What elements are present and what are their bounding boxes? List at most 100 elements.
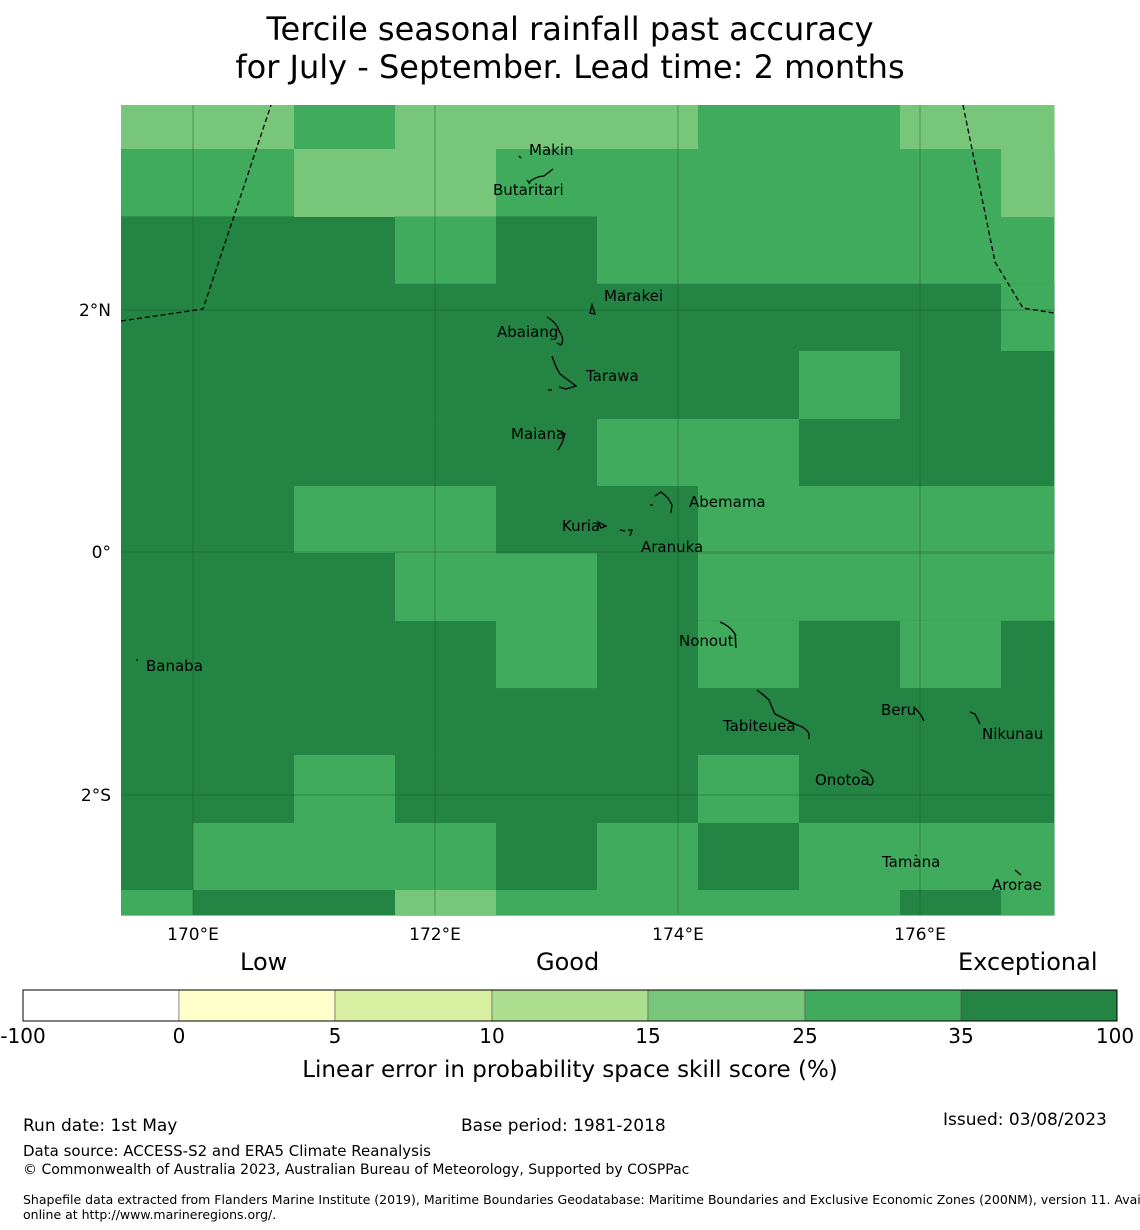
grid-cell bbox=[597, 419, 799, 486]
island-shape-beru bbox=[914, 707, 925, 722]
grid-cell bbox=[193, 688, 295, 757]
grid-cell bbox=[698, 621, 799, 688]
colorbar-tick-label: 100 bbox=[1096, 1024, 1134, 1048]
grid-cell bbox=[496, 418, 598, 487]
grid-cell bbox=[294, 149, 395, 217]
grid-cell bbox=[496, 620, 598, 689]
grid-cell bbox=[799, 755, 901, 824]
grid-cell bbox=[121, 216, 194, 285]
grid-cell bbox=[900, 149, 1002, 217]
grid-cell bbox=[698, 755, 799, 823]
grid-cell bbox=[121, 351, 194, 420]
grid-cell bbox=[193, 216, 295, 285]
grid-cell bbox=[193, 418, 295, 487]
map-title: Tercile seasonal rainfall past accuracy … bbox=[0, 10, 1140, 86]
grid-cell bbox=[395, 890, 496, 915]
grid-cell bbox=[597, 823, 698, 890]
shapefile-credit: Shapefile data extracted from Flanders M… bbox=[23, 1192, 1140, 1222]
colorbar-segment bbox=[960, 989, 1118, 1022]
colorbar-tick-labels: -100 0 5 10 15 25 35 100 bbox=[0, 1024, 1134, 1048]
island-label-onotoa: Onotoa bbox=[815, 771, 870, 789]
grid-cell bbox=[799, 823, 1054, 890]
grid-cell bbox=[395, 105, 597, 149]
grid-cell bbox=[294, 283, 396, 352]
grid-cell bbox=[496, 755, 598, 824]
grid-cell bbox=[1001, 105, 1054, 217]
island-shape-butaritari bbox=[526, 168, 554, 185]
grid-cell bbox=[496, 688, 598, 757]
grid-cell bbox=[597, 216, 699, 285]
colorbar bbox=[22, 989, 1118, 1022]
grid-cell bbox=[1001, 216, 1055, 285]
title-line-1: Tercile seasonal rainfall past accuracy bbox=[266, 10, 874, 48]
x-tick-170e: 170°E bbox=[167, 925, 219, 945]
grid-cell bbox=[193, 553, 295, 622]
grid-cell bbox=[395, 283, 497, 352]
island-shape-makin bbox=[518, 155, 522, 159]
grid-cell bbox=[294, 553, 396, 622]
y-tick-2n: 2°N bbox=[79, 301, 111, 321]
grid-cell bbox=[496, 553, 598, 622]
island-label-marakei: Marakei bbox=[604, 287, 663, 305]
grid-cell bbox=[698, 105, 800, 150]
colorbar-segment bbox=[22, 989, 180, 1022]
island-label-makin: Makin bbox=[529, 141, 574, 159]
grid-cell bbox=[395, 823, 496, 890]
grid-cell bbox=[1001, 755, 1055, 824]
skill-grid bbox=[121, 105, 1055, 916]
grid-cell bbox=[799, 553, 901, 622]
grid-cell bbox=[698, 351, 800, 420]
colorbar-frame bbox=[22, 989, 1118, 1022]
title-line-2: for July - September. Lead time: 2 month… bbox=[235, 48, 905, 86]
grid-cell bbox=[1001, 284, 1054, 351]
grid-cell bbox=[799, 351, 900, 419]
grid-cell bbox=[294, 351, 396, 420]
island-label-aranuka: Aranuka bbox=[641, 538, 703, 556]
grid-cell bbox=[1001, 418, 1055, 487]
island-label-tabiteuea: Tabiteuea bbox=[722, 717, 796, 735]
island-label-butaritari: Butaritari bbox=[493, 181, 564, 199]
island-shape-kuria bbox=[596, 520, 608, 529]
grid-cell bbox=[395, 755, 497, 824]
shapefile-credit-line-2: online at http://www.marineregions.org/. bbox=[23, 1207, 277, 1222]
island-shape-onotoa bbox=[860, 769, 874, 786]
grid-cell bbox=[395, 620, 497, 689]
grid-cell bbox=[193, 351, 295, 420]
grid-cell bbox=[395, 149, 497, 217]
island-label-arorae: Arorae bbox=[992, 876, 1042, 894]
copyright: © Commonwealth of Australia 2023, Austra… bbox=[23, 1162, 690, 1178]
grid-cell bbox=[900, 688, 1002, 757]
legend-label-good: Good bbox=[536, 948, 600, 976]
island-label-abaiang: Abaiang bbox=[497, 323, 558, 341]
grid-cell bbox=[496, 283, 598, 352]
grid-cell bbox=[1001, 351, 1055, 420]
grid-cell bbox=[294, 486, 496, 553]
grid-cell bbox=[900, 351, 1002, 420]
island-shape-marakei bbox=[589, 302, 596, 315]
colorbar-tick-label: 0 bbox=[173, 1024, 186, 1048]
grid-cell bbox=[1001, 620, 1055, 689]
grid-cell bbox=[698, 149, 800, 217]
grid-cell bbox=[597, 283, 699, 352]
grid-cell bbox=[900, 418, 1002, 487]
grid-cell bbox=[294, 688, 396, 757]
grid-cell bbox=[1001, 553, 1055, 622]
island-shape-nonouti bbox=[719, 621, 737, 649]
grid-cell bbox=[597, 755, 699, 824]
grid-cell bbox=[597, 149, 699, 217]
island-label-nikunau: Nikunau bbox=[982, 725, 1043, 743]
grid-cell bbox=[900, 890, 1001, 915]
grid-cell bbox=[900, 621, 1001, 688]
grid-cell bbox=[900, 755, 1002, 824]
grid-cell bbox=[193, 149, 295, 217]
island-label-banaba: Banaba bbox=[146, 657, 203, 675]
grid-cell bbox=[395, 553, 496, 621]
grid-cell bbox=[900, 553, 1002, 622]
island-outlines bbox=[136, 155, 1022, 876]
colorbar-tick-label: 10 bbox=[479, 1024, 504, 1048]
grid-cell bbox=[193, 755, 295, 824]
longitude-tick-labels: 170°E 172°E 174°E 176°E bbox=[167, 925, 946, 945]
grid-cell bbox=[294, 755, 395, 823]
island-shape-maiana bbox=[556, 429, 566, 451]
